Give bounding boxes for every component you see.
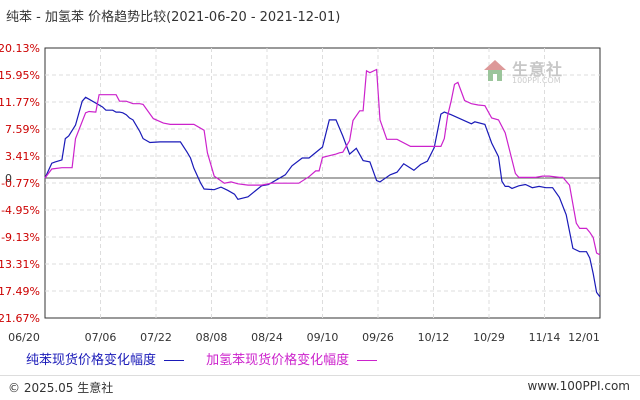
watermark-text: 生意社 [512,60,564,79]
series-line-1 [44,68,601,256]
y-tick-label: 20.13% [0,42,40,55]
chart-title: 纯苯 - 加氢苯 价格趋势比较(2021-06-20 - 2021-12-01) [6,10,341,25]
x-tick-label: 10/29 [473,331,505,344]
x-axis-ticks: 06/20 07/06 07/22 08/08 08/24 09/10 09/26 10/12… [8,331,600,344]
house-logo-icon [484,60,506,81]
chart-legend: 纯苯现货价格变化幅度 加氢苯现货价格变化幅度 [26,349,395,368]
x-tick-label: 07/06 [85,331,117,344]
x-tick-label: 08/08 [196,331,228,344]
x-tick-label: 09/10 [307,331,339,344]
x-tick-label: 10/12 [418,331,450,344]
zero-label: 0 [5,172,12,185]
legend-label-benzene: 纯苯现货价格变化幅度 [26,353,157,368]
x-tick-label: 06/20 [8,331,40,344]
legend-item-hydrobenzene: 加氢苯现货价格变化幅度 [206,349,378,368]
watermark: 生意社 100PPI.COM [482,56,577,92]
y-tick-label: 11.77% [0,96,40,109]
x-tick-label: 12/01 [568,331,600,344]
footer-copyright: © 2025.05 生意社 [8,381,114,395]
y-tick-label: 3.41% [5,150,40,163]
y-tick-label: -17.49% [0,285,40,298]
x-tick-label: 09/26 [362,331,394,344]
footer-divider [0,375,640,376]
x-tick-label: 08/24 [251,331,283,344]
legend-swatch-hydrobenzene [357,360,378,361]
y-axis-ticks: 20.13% 15.95% 11.77% 7.59% 3.41% -0.77% -4.95%… [0,42,40,325]
footer-site-link[interactable]: www.100PPI.com [527,379,630,393]
series-line-0 [44,96,601,298]
x-tick-label: 11/14 [529,331,561,344]
legend-label-hydrobenzene: 加氢苯现货价格变化幅度 [206,353,350,368]
y-tick-label: 15.95% [0,69,40,82]
x-tick-label: 07/22 [140,331,172,344]
legend-swatch-benzene [164,360,185,361]
series-lines [44,68,601,298]
y-tick-label: -4.95% [1,204,40,217]
y-tick-label: -9.13% [1,231,40,244]
y-tick-label: -13.31% [0,258,40,271]
grid-lines [45,48,600,318]
watermark-sub: 100PPI.COM [512,76,561,85]
legend-item-benzene: 纯苯现货价格变化幅度 [26,349,185,368]
y-tick-label: 7.59% [5,123,40,136]
y-tick-label: -21.67% [0,312,40,325]
y-tick-label: -0.77% [1,177,40,190]
